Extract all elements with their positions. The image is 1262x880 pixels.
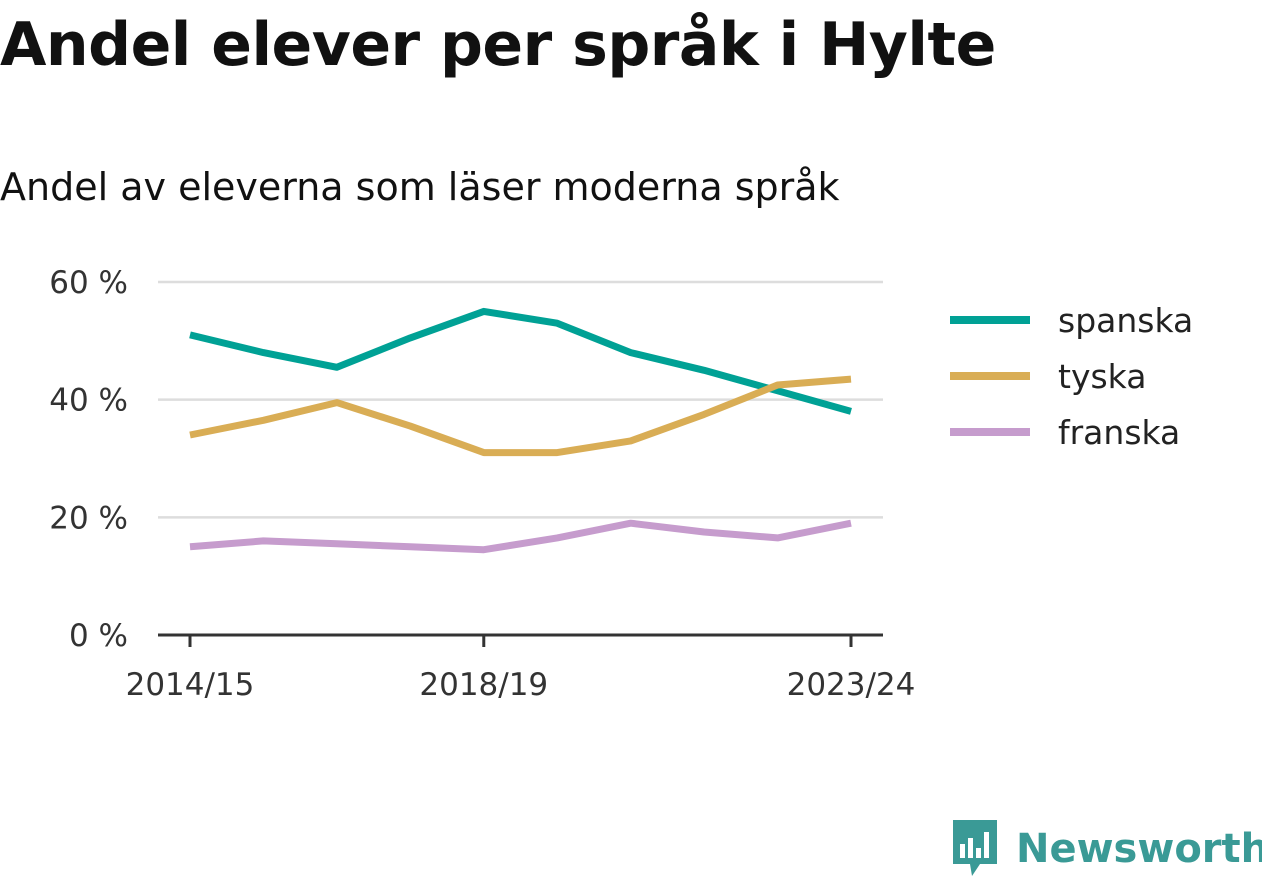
gridlines [158, 280, 883, 519]
legend-label-franska: franska [1058, 413, 1180, 452]
bar-chart-speech-bubble-icon [953, 820, 997, 876]
y-tick-label: 40 % [49, 383, 128, 419]
y-tick-label: 60 % [49, 265, 128, 301]
legend-label-spanska: spanska [1058, 301, 1193, 340]
chart-title: Andel elever per språk i Hylte [0, 10, 996, 80]
legend: spanska tyska franska [950, 301, 1193, 452]
brand-logo: Newsworthy [950, 818, 1262, 880]
y-tick-label: 20 % [49, 500, 128, 536]
x-tick-label: 2023/24 [787, 667, 916, 703]
chart-subtitle: Andel av eleverna som läser moderna språ… [0, 165, 840, 209]
series-line-tyska [189, 375, 852, 457]
series-lines [189, 307, 852, 554]
axes: 0 % 20 % 40 % 60 % 2014/15 2018/19 2023/24 [49, 265, 915, 703]
brand-name: Newsworthy [1016, 826, 1262, 872]
series-line-spanska [189, 307, 852, 415]
x-tick-label: 2018/19 [419, 667, 548, 703]
series-line-franska [189, 519, 852, 554]
y-tick-label: 0 % [69, 618, 128, 654]
legend-label-tyska: tyska [1058, 357, 1146, 396]
x-tick-label: 2014/15 [126, 667, 255, 703]
